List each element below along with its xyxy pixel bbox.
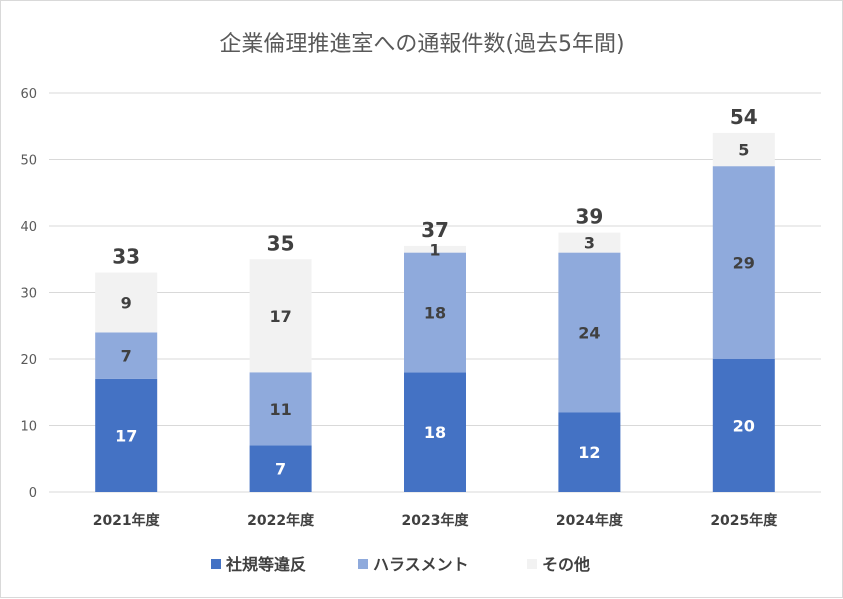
bar-segment xyxy=(558,412,621,492)
bar-segment xyxy=(712,132,775,167)
total-label: 54 xyxy=(730,105,758,129)
legend-label: ハラスメント xyxy=(373,555,469,574)
bar-segment xyxy=(712,359,775,492)
data-label: 20 xyxy=(733,417,755,436)
data-label: 9 xyxy=(121,293,132,312)
legend-label: 社規等違反 xyxy=(225,555,306,574)
bar-segment xyxy=(712,166,775,359)
y-tick-label: 30 xyxy=(20,287,37,302)
bar-segment xyxy=(558,232,621,253)
data-label: 1 xyxy=(429,240,440,259)
y-tick-label: 50 xyxy=(20,154,37,169)
data-label: 12 xyxy=(578,443,600,462)
legend-swatch xyxy=(527,559,537,569)
y-axis-ticks: 0 10 20 30 40 50 60 xyxy=(20,87,37,501)
x-tick-label: 2023年度 xyxy=(402,512,470,529)
bar-segment xyxy=(404,372,466,492)
y-tick-label: 20 xyxy=(20,353,37,368)
legend-label: その他 xyxy=(542,555,590,574)
x-tick-label: 2022年度 xyxy=(247,512,315,529)
bar-segment xyxy=(95,272,158,333)
data-label: 3 xyxy=(584,234,595,253)
bars xyxy=(95,132,775,492)
data-label: 11 xyxy=(269,400,291,419)
data-label: 17 xyxy=(269,307,291,326)
data-labels: 17 7 9 33 7 11 17 35 18 18 137 12 24 3 39 20 29 5 54 xyxy=(112,105,757,479)
x-axis-labels: 2021年度 2022年度 2023年度 2024年度 2025年度 xyxy=(93,512,779,529)
bar-segment xyxy=(558,252,621,413)
x-tick-label: 2025年度 xyxy=(710,512,778,529)
y-tick-label: 0 xyxy=(29,486,37,501)
chart-title: 企業倫理推進室への通報件数(過去5年間) xyxy=(219,32,624,57)
data-label: 24 xyxy=(578,323,600,342)
legend-swatch xyxy=(211,559,221,569)
data-label: 7 xyxy=(121,347,132,366)
y-tick-label: 40 xyxy=(20,220,37,235)
data-label: 18 xyxy=(424,423,446,442)
bar-segment xyxy=(249,372,312,446)
data-label: 18 xyxy=(424,303,446,322)
legend-swatch xyxy=(358,559,368,569)
x-tick-label: 2021年度 xyxy=(93,512,161,529)
data-label: 17 xyxy=(115,426,137,445)
total-label: 35 xyxy=(267,231,295,255)
bar-segment xyxy=(95,378,158,492)
data-label: 29 xyxy=(733,254,755,273)
x-tick-label: 2024年度 xyxy=(556,512,624,529)
bar-segment xyxy=(249,259,312,373)
total-label: 33 xyxy=(112,245,140,269)
data-label: 5 xyxy=(738,141,749,160)
y-tick-label: 60 xyxy=(20,87,37,102)
total-label: 39 xyxy=(575,205,603,229)
bar-segment xyxy=(249,445,312,492)
y-tick-label: 10 xyxy=(20,420,37,435)
bar-segment xyxy=(404,252,466,373)
bar-segment xyxy=(95,332,158,379)
data-label: 7 xyxy=(275,460,286,479)
bar-segment xyxy=(404,245,466,253)
legend: 社規等違反 ハラスメント その他 xyxy=(211,555,590,574)
total-label: 37 xyxy=(421,218,449,242)
